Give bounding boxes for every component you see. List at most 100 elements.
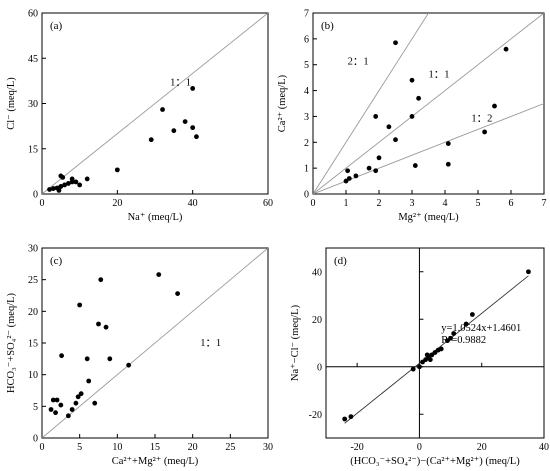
y-tick-label: 45 (28, 54, 38, 65)
y-tick-label: 20 (312, 315, 322, 326)
data-point (412, 163, 418, 168)
x-tick-label: 40 (539, 442, 549, 453)
x-tick-label: 60 (263, 198, 273, 209)
data-point (348, 414, 354, 420)
data-point (343, 178, 349, 184)
y-tick-label: 0 (33, 190, 38, 201)
data-point (438, 346, 444, 352)
x-tick-label: 3 (410, 198, 415, 209)
data-point (463, 321, 469, 327)
data-point (503, 46, 509, 52)
x-tick-label: 25 (225, 442, 235, 453)
data-point (190, 125, 196, 131)
data-point (445, 161, 451, 167)
data-point (69, 407, 75, 412)
data-point (73, 179, 79, 185)
data-point (386, 124, 392, 130)
y-tick-label: 20 (28, 307, 38, 318)
data-point (84, 356, 90, 362)
x-tick-label: 15 (150, 442, 160, 453)
data-point (50, 186, 56, 191)
ref-line-1 (42, 13, 268, 194)
x-axis-label: (HCO₃⁻+SO₄²⁻)−(Ca²⁺+Mg²⁺) (meq/L) (350, 456, 520, 467)
data-point (54, 397, 60, 403)
panel-d: -20 0 20 40 -20 0 20 40 (HCO₃⁻+SO₄²⁻)−(Ca²⁺+Mg²⁺… (290, 247, 549, 467)
x-tick-label: 0 (311, 198, 316, 209)
data-point (48, 407, 54, 412)
data-point (410, 366, 416, 372)
y-tick-label: 15 (28, 339, 38, 350)
panel-label: (a) (50, 20, 63, 32)
panel-label: (d) (334, 255, 347, 267)
data-point (194, 134, 199, 140)
data-point (445, 141, 451, 146)
y-axis-label: HCO₃⁻+SO₄²⁻ (meq/L) (6, 292, 17, 393)
x-tick-label: 20 (188, 442, 198, 453)
data-point (69, 176, 75, 182)
y-tick-label: 0 (304, 190, 309, 201)
x-axis-label: Na⁺ (meq/L) (128, 212, 183, 223)
data-point (56, 187, 62, 193)
data-point (96, 321, 101, 327)
x-tick-label: 4 (443, 198, 448, 209)
data-point (171, 128, 177, 134)
x-tick-label: 20 (112, 198, 122, 209)
ref-line-label: 1：1 (429, 70, 450, 81)
y-tick-label: 0 (317, 362, 322, 373)
data-point (53, 410, 58, 416)
data-point (50, 397, 56, 403)
y-axis-label: Cl⁻ (meq/L) (6, 77, 17, 130)
x-tick-label: 7 (542, 198, 547, 209)
data-point (373, 114, 379, 119)
ref-line-label: 1：2 (471, 114, 492, 125)
y-tick-label: 30 (28, 244, 38, 255)
x-tick-label: 20 (477, 442, 487, 453)
y-tick-label: 30 (28, 99, 38, 110)
ref-line-1 (313, 13, 430, 194)
panel-c: 0 5 10 15 20 25 30 0 5 10 15 20 25 30 Ca²⁺+Mg²⁺ (meq/L… (6, 244, 273, 468)
data-point (482, 129, 487, 135)
ref-line-label: 1：1 (170, 77, 191, 88)
data-point (77, 302, 83, 308)
data-point (448, 335, 453, 341)
data-point (366, 165, 372, 171)
y-tick-label: 5 (304, 60, 309, 71)
data-point (346, 176, 352, 181)
data-point (84, 176, 90, 182)
y-tick-label: 7 (304, 9, 309, 20)
panel-b: 0 1 2 3 4 5 6 7 0 1 2 3 4 5 6 7 Mg²⁺ (meq/L) Ca²⁺ (meq/L)… (277, 9, 547, 224)
x-tick-label: 5 (476, 198, 481, 209)
x-tick-label: 10 (112, 442, 122, 453)
ref-line-2 (313, 13, 544, 194)
data-point (77, 182, 83, 188)
data-point (409, 114, 415, 119)
data-point (393, 40, 398, 46)
x-tick-label: 0 (417, 442, 422, 453)
panel-label: (b) (321, 20, 334, 32)
y-axis-label: Na⁺−Cl⁻ (meq/L) (290, 304, 301, 381)
fit-equation: y=1.0524x+1.4601 (441, 323, 521, 334)
fit-r2: R²=0.9882 (441, 335, 486, 346)
x-tick-label: -20 (350, 442, 363, 453)
data-point (86, 378, 92, 384)
plot-frame (325, 247, 545, 439)
y-tick-label: 10 (28, 370, 38, 381)
data-point (160, 107, 165, 112)
data-point (114, 167, 120, 173)
data-point (47, 187, 52, 192)
data-point (92, 400, 98, 406)
data-point (107, 356, 113, 362)
data-point (65, 413, 71, 419)
data-point (78, 391, 84, 397)
x-tick-label: 1 (344, 198, 349, 209)
x-tick-label: 30 (263, 442, 273, 453)
data-point (416, 95, 421, 101)
y-tick-label: 60 (28, 9, 38, 20)
x-tick-label: 40 (188, 198, 198, 209)
x-axis-label: Ca²⁺+Mg²⁺ (meq/L) (112, 456, 199, 467)
data-point (376, 155, 382, 161)
y-tick-label: 6 (304, 34, 309, 45)
data-point (427, 357, 433, 363)
y-tick-label: 25 (28, 275, 38, 286)
